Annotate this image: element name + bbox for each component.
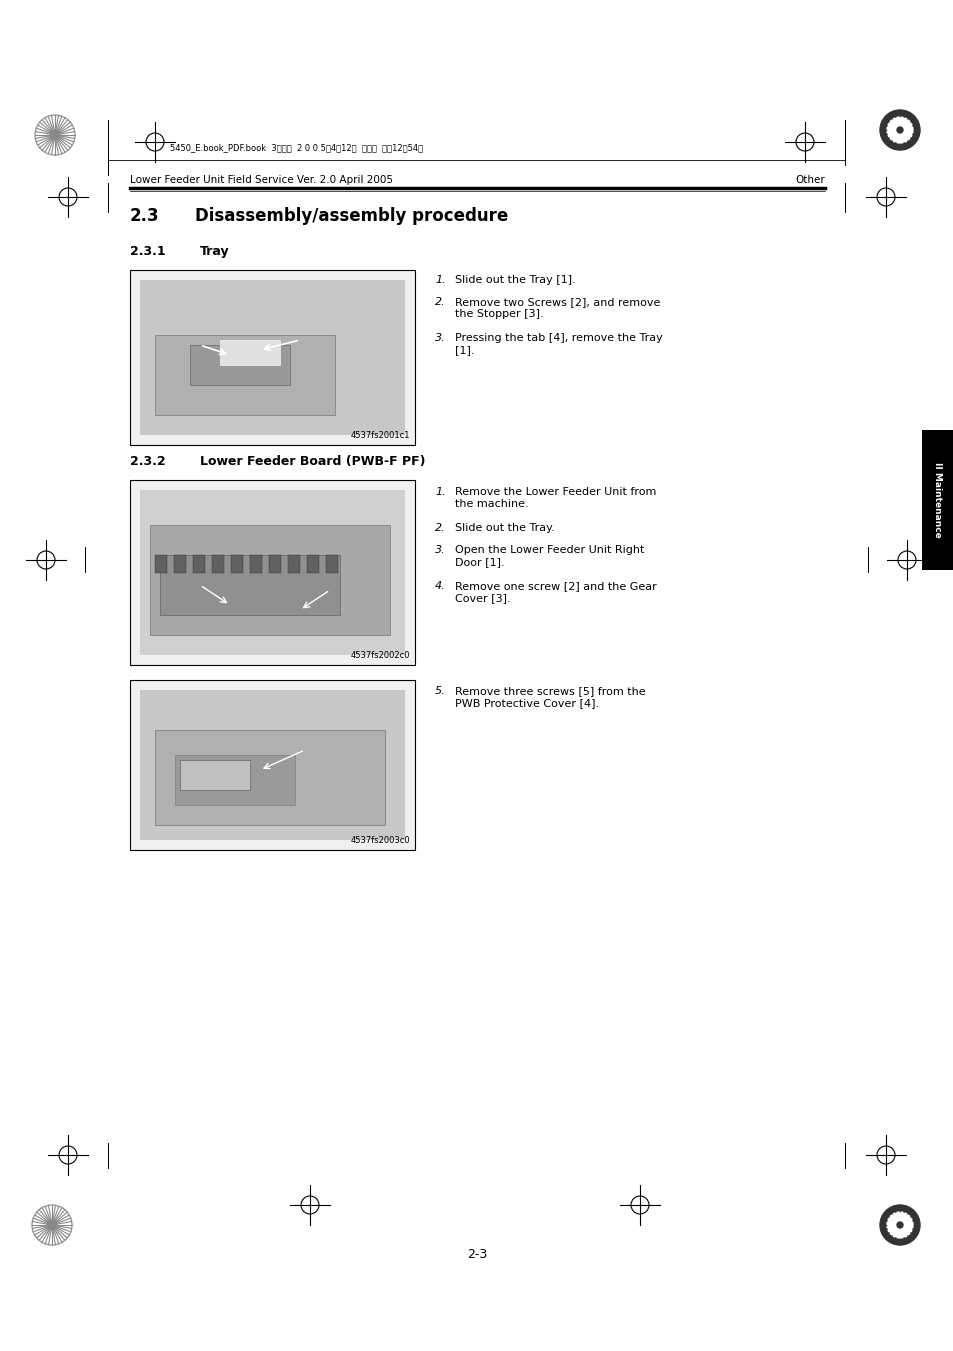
Bar [154, 730, 385, 825]
Text: 2.3.1: 2.3.1 [130, 245, 166, 258]
Text: Remove the Lower Feeder Unit from
the machine.: Remove the Lower Feeder Unit from the ma… [455, 486, 656, 508]
Circle shape [47, 1220, 57, 1229]
Bar [326, 555, 337, 573]
Text: Remove three screws [5] from the
PWB Protective Cover [4].: Remove three screws [5] from the PWB Pro… [455, 686, 645, 708]
Bar [140, 690, 405, 840]
Circle shape [50, 130, 60, 141]
Bar [140, 280, 405, 435]
Text: 5450_E.book_PDF.book  3ページ  2 0 0 5年4月12日  火曜日  午後12時54分: 5450_E.book_PDF.book 3ページ 2 0 0 5年4月12日 … [170, 143, 423, 153]
Bar [231, 555, 243, 573]
Circle shape [896, 1223, 902, 1228]
Bar [140, 490, 405, 655]
Bar [154, 335, 335, 415]
Circle shape [879, 1205, 919, 1246]
Text: 1.: 1. [435, 486, 445, 497]
Text: Slide out the Tray [1].: Slide out the Tray [1]. [455, 276, 576, 285]
Text: Disassembly/assembly procedure: Disassembly/assembly procedure [194, 207, 508, 226]
Bar [150, 526, 390, 635]
Text: 2.: 2. [435, 523, 445, 534]
Text: 4537fs2003c0: 4537fs2003c0 [350, 836, 410, 844]
Bar [160, 555, 339, 615]
Text: Remove two Screws [2], and remove
the Stopper [3].: Remove two Screws [2], and remove the St… [455, 297, 659, 319]
Bar [130, 270, 415, 444]
Bar [154, 555, 167, 573]
Bar [130, 680, 415, 850]
Bar [250, 555, 262, 573]
Circle shape [896, 127, 902, 132]
Text: 4.: 4. [435, 581, 445, 590]
Text: 2-3: 2-3 [466, 1248, 487, 1262]
Bar [173, 555, 186, 573]
Text: Open the Lower Feeder Unit Right
Door [1].: Open the Lower Feeder Unit Right Door [1… [455, 544, 643, 566]
Text: 3.: 3. [435, 544, 445, 555]
Text: Lower Feeder Board (PWB-F PF): Lower Feeder Board (PWB-F PF) [200, 455, 425, 467]
Text: 2.: 2. [435, 297, 445, 307]
Bar [130, 480, 415, 665]
Text: Slide out the Tray.: Slide out the Tray. [455, 523, 554, 534]
Text: 3.: 3. [435, 332, 445, 343]
Circle shape [886, 1212, 912, 1238]
Bar [288, 555, 299, 573]
Text: II Maintenance: II Maintenance [933, 462, 942, 538]
Text: Lower Feeder Unit Field Service Ver. 2.0 April 2005: Lower Feeder Unit Field Service Ver. 2.0… [130, 176, 393, 185]
Bar [921, 430, 953, 570]
Text: 1.: 1. [435, 276, 445, 285]
Text: 4537fs2001c1: 4537fs2001c1 [350, 431, 410, 440]
Bar [212, 555, 224, 573]
Bar [307, 555, 318, 573]
Text: Pressing the tab [4], remove the Tray
[1].: Pressing the tab [4], remove the Tray [1… [455, 332, 662, 354]
Text: Tray: Tray [200, 245, 230, 258]
Bar [220, 340, 280, 365]
Text: 2.3: 2.3 [130, 207, 159, 226]
Bar [193, 555, 205, 573]
Bar [174, 755, 294, 805]
Bar [180, 761, 250, 790]
Circle shape [879, 109, 919, 150]
Text: 2.3.2: 2.3.2 [130, 455, 166, 467]
Bar [190, 345, 290, 385]
Text: Other: Other [795, 176, 824, 185]
Bar [269, 555, 281, 573]
Circle shape [886, 118, 912, 143]
Text: 4537fs2002c0: 4537fs2002c0 [350, 651, 410, 661]
Text: Remove one screw [2] and the Gear
Cover [3].: Remove one screw [2] and the Gear Cover … [455, 581, 656, 603]
Text: 5.: 5. [435, 686, 445, 696]
